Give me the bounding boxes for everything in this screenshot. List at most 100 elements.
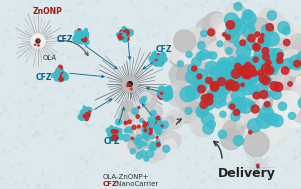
Circle shape bbox=[218, 119, 235, 136]
Circle shape bbox=[139, 156, 141, 157]
Circle shape bbox=[169, 64, 192, 86]
Circle shape bbox=[138, 39, 141, 43]
Circle shape bbox=[58, 75, 61, 78]
Circle shape bbox=[84, 108, 87, 111]
Circle shape bbox=[168, 140, 171, 143]
Circle shape bbox=[201, 96, 207, 103]
Circle shape bbox=[152, 58, 155, 61]
Circle shape bbox=[125, 56, 127, 57]
Circle shape bbox=[47, 0, 49, 2]
Circle shape bbox=[149, 134, 151, 136]
Circle shape bbox=[189, 55, 212, 77]
Circle shape bbox=[187, 102, 190, 105]
Circle shape bbox=[112, 130, 117, 135]
Circle shape bbox=[144, 128, 150, 135]
Circle shape bbox=[275, 90, 276, 91]
Circle shape bbox=[194, 146, 197, 148]
Circle shape bbox=[122, 27, 126, 30]
Circle shape bbox=[296, 17, 297, 18]
Circle shape bbox=[121, 39, 124, 42]
Circle shape bbox=[198, 70, 213, 85]
Circle shape bbox=[201, 46, 229, 74]
Circle shape bbox=[7, 19, 9, 20]
Circle shape bbox=[257, 164, 258, 165]
Circle shape bbox=[251, 105, 259, 113]
Circle shape bbox=[167, 86, 171, 90]
Circle shape bbox=[65, 176, 67, 177]
Circle shape bbox=[261, 24, 274, 37]
Circle shape bbox=[186, 34, 187, 35]
Circle shape bbox=[196, 17, 222, 44]
Circle shape bbox=[183, 122, 185, 123]
Circle shape bbox=[253, 42, 262, 51]
Circle shape bbox=[207, 90, 216, 99]
Circle shape bbox=[191, 184, 192, 186]
Circle shape bbox=[265, 32, 279, 46]
Circle shape bbox=[119, 30, 125, 35]
Circle shape bbox=[148, 127, 163, 142]
Circle shape bbox=[209, 119, 224, 133]
Circle shape bbox=[288, 96, 301, 110]
Circle shape bbox=[132, 125, 136, 129]
Circle shape bbox=[154, 59, 159, 64]
Circle shape bbox=[234, 103, 237, 105]
Circle shape bbox=[262, 49, 290, 78]
Circle shape bbox=[9, 150, 11, 152]
Circle shape bbox=[230, 37, 231, 39]
Circle shape bbox=[271, 76, 292, 97]
Circle shape bbox=[149, 121, 153, 125]
Circle shape bbox=[51, 74, 55, 77]
Circle shape bbox=[290, 71, 301, 88]
Circle shape bbox=[236, 107, 240, 111]
Circle shape bbox=[235, 64, 255, 84]
Circle shape bbox=[241, 76, 248, 82]
Circle shape bbox=[240, 67, 250, 77]
Circle shape bbox=[161, 116, 163, 119]
Circle shape bbox=[166, 95, 171, 100]
Circle shape bbox=[241, 65, 249, 73]
Circle shape bbox=[84, 33, 87, 35]
Circle shape bbox=[260, 56, 274, 70]
Circle shape bbox=[201, 149, 204, 153]
Circle shape bbox=[123, 38, 127, 42]
Circle shape bbox=[209, 66, 224, 80]
Circle shape bbox=[288, 112, 295, 119]
Text: CFZ: CFZ bbox=[103, 181, 118, 187]
Circle shape bbox=[74, 98, 75, 99]
Circle shape bbox=[136, 126, 150, 139]
Circle shape bbox=[200, 33, 229, 62]
Circle shape bbox=[161, 60, 164, 63]
Circle shape bbox=[235, 55, 250, 71]
Circle shape bbox=[215, 36, 218, 38]
Circle shape bbox=[185, 70, 186, 71]
Circle shape bbox=[152, 122, 154, 125]
Circle shape bbox=[149, 121, 154, 127]
Circle shape bbox=[267, 113, 279, 125]
Circle shape bbox=[193, 51, 218, 75]
Circle shape bbox=[289, 103, 292, 106]
Circle shape bbox=[21, 38, 24, 40]
Circle shape bbox=[76, 36, 82, 42]
Circle shape bbox=[253, 84, 268, 98]
Circle shape bbox=[284, 73, 296, 84]
Circle shape bbox=[283, 84, 285, 85]
Circle shape bbox=[247, 48, 268, 69]
Circle shape bbox=[214, 100, 222, 108]
Circle shape bbox=[101, 67, 102, 68]
Circle shape bbox=[158, 60, 163, 66]
Circle shape bbox=[9, 9, 11, 11]
Circle shape bbox=[222, 29, 223, 30]
Circle shape bbox=[24, 19, 26, 21]
Circle shape bbox=[244, 131, 269, 157]
Circle shape bbox=[161, 58, 164, 60]
Circle shape bbox=[196, 52, 205, 61]
Circle shape bbox=[149, 173, 151, 175]
Circle shape bbox=[264, 88, 289, 113]
Circle shape bbox=[207, 94, 213, 100]
Circle shape bbox=[137, 105, 138, 106]
Circle shape bbox=[157, 143, 160, 146]
Circle shape bbox=[249, 56, 263, 70]
Circle shape bbox=[72, 164, 73, 165]
Circle shape bbox=[34, 60, 35, 61]
Circle shape bbox=[45, 186, 49, 189]
